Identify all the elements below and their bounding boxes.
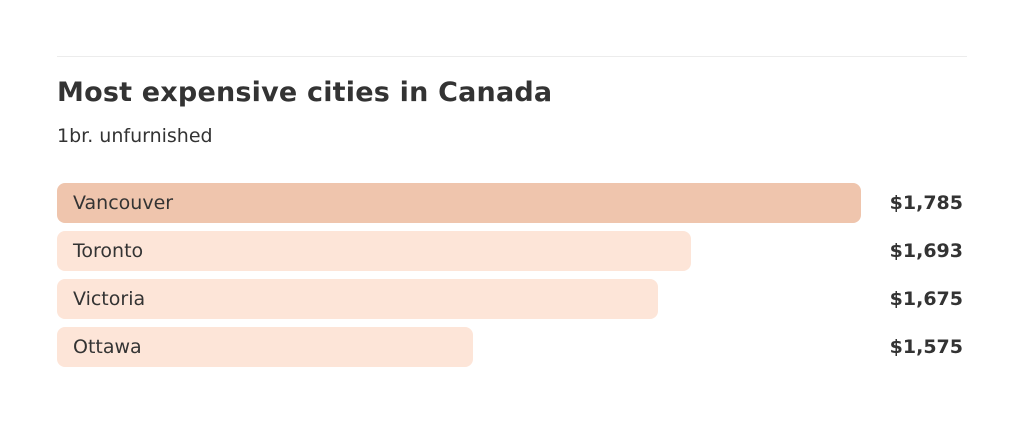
bar-ottawa [57,327,473,367]
bar-vancouver [57,183,861,223]
bar-label: Ottawa [73,336,142,358]
bar-label: Vancouver [73,192,174,214]
bar-label: Victoria [73,288,146,310]
bar-label: Toronto [73,240,144,262]
bar-value-label: $1,675 [889,288,963,310]
bar-value-label: $1,785 [889,192,963,214]
chart-title: Most expensive cities in Canada [57,77,553,108]
chart-subtitle: 1br. unfurnished [57,125,213,147]
bar-value-label: $1,575 [889,336,963,358]
bar-toronto [57,231,691,271]
bar-value-label: $1,693 [889,240,963,262]
bar-victoria [57,279,658,319]
top-divider [57,56,967,57]
